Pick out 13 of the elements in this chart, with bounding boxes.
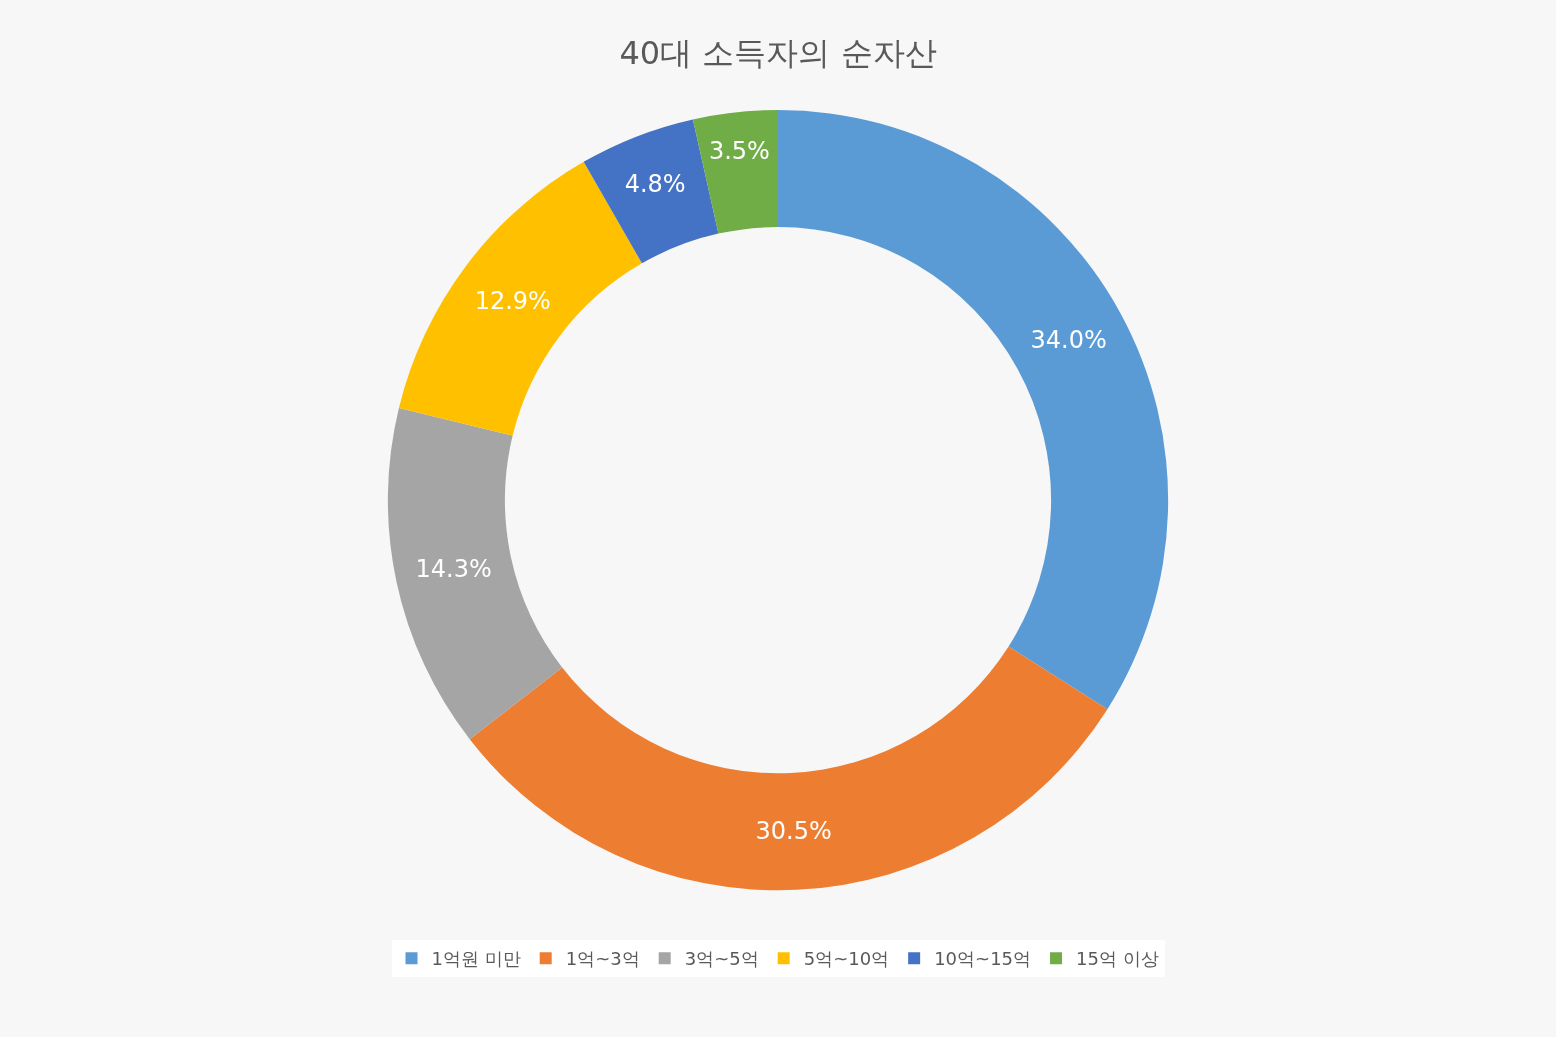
legend-label: 15억 이상 bbox=[1076, 948, 1159, 970]
data-label: 14.3% bbox=[415, 555, 492, 584]
data-label: 34.0% bbox=[1030, 326, 1107, 355]
chart-title: 40대 소득자의 순자산 bbox=[619, 33, 937, 72]
legend-label: 10억~15억 bbox=[934, 948, 1032, 970]
legend-label: 1억~3억 bbox=[565, 948, 640, 970]
data-label: 4.8% bbox=[624, 170, 686, 198]
data-label: 30.5% bbox=[755, 817, 832, 846]
legend-label: 3억~5억 bbox=[684, 948, 759, 970]
legend-label: 1억원 미만 bbox=[431, 948, 521, 970]
data-label: 12.9% bbox=[474, 287, 551, 316]
legend-label: 5억~10억 bbox=[803, 948, 890, 970]
data-label: 3.5% bbox=[708, 136, 770, 165]
